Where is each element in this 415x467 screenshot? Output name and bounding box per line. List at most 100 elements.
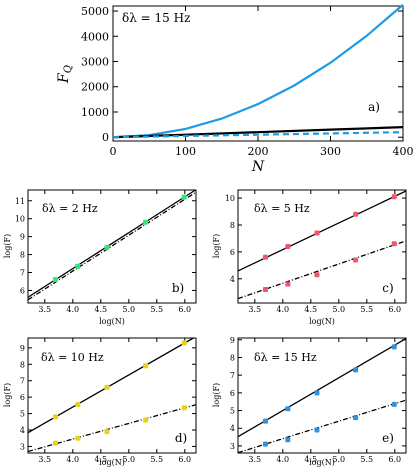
panel-d-data-point bbox=[143, 363, 149, 369]
panel-c-ytick-label: 10 bbox=[225, 194, 235, 203]
panel-a-xtick-label: 300 bbox=[320, 145, 341, 158]
panel-c-label: c) bbox=[382, 281, 393, 295]
panel-c-xlabel: log(N) bbox=[309, 317, 335, 326]
panel-b-xtick-label: 3.5 bbox=[38, 305, 51, 314]
panel-b-label: b) bbox=[172, 281, 184, 295]
panel-a-series-line-1 bbox=[112, 3, 404, 139]
panel-c-data-point bbox=[353, 211, 359, 217]
panel-c-xtick-label: 4.0 bbox=[276, 305, 289, 314]
panel-d-ytick-label: 3 bbox=[20, 442, 25, 451]
panel-c-data-point bbox=[314, 230, 320, 236]
panel-b-data-point bbox=[143, 219, 149, 225]
panel-b-ytick-label: 7 bbox=[20, 269, 25, 278]
panel-d-data-point bbox=[104, 384, 110, 390]
panel-a-xtick-label: 400 bbox=[393, 145, 414, 158]
panel-c-data-point bbox=[285, 281, 291, 287]
panel-c-ytick-label: 8 bbox=[230, 221, 235, 230]
panel-d-ylabel: log(F) bbox=[3, 383, 12, 407]
panel-e-data-point bbox=[314, 390, 320, 396]
panel-d-data-point bbox=[181, 340, 187, 346]
panel-e-ylabel: log(F) bbox=[212, 383, 221, 407]
panel-d-xtick-label: 5.5 bbox=[150, 455, 163, 464]
panel-e-data-point bbox=[285, 437, 291, 443]
panel-c-xtick-label: 3.5 bbox=[248, 305, 261, 314]
panel-e-ytick-label: 7 bbox=[230, 371, 235, 380]
panel-c-data-point bbox=[314, 272, 320, 278]
panel-e-data-point bbox=[353, 367, 359, 373]
panel-d-ytick-label: 6 bbox=[20, 393, 25, 402]
panel-a-series-line-3 bbox=[112, 131, 404, 139]
panel-c-xtick-label: 6.0 bbox=[388, 305, 401, 314]
panel-d-annotation: δλ = 10 Hz bbox=[41, 351, 104, 364]
panel-b-xtick-label: 5.0 bbox=[122, 305, 135, 314]
panel-e-data-point bbox=[314, 427, 320, 433]
panel-c-xtick-label: 4.5 bbox=[304, 305, 317, 314]
panel-e-xtick-label: 5.5 bbox=[360, 455, 373, 464]
panel-e-data-point bbox=[262, 418, 268, 424]
panel-e-frame bbox=[237, 337, 407, 454]
panel-a-label: a) bbox=[368, 100, 380, 114]
panel-e-xtick-label: 3.5 bbox=[248, 455, 261, 464]
panel-e-xtick-label: 6.0 bbox=[388, 455, 401, 464]
panel-a-xlabel: N bbox=[251, 159, 265, 175]
panel-e-annotation: δλ = 15 Hz bbox=[254, 351, 317, 364]
panel-d-data-point bbox=[181, 405, 187, 411]
panel-e-ytick-label: 5 bbox=[230, 407, 235, 416]
panel-d-ytick-label: 7 bbox=[20, 377, 25, 386]
panel-a-ytick-label: 2000 bbox=[81, 81, 109, 94]
panel-a-xtick-label: 200 bbox=[248, 145, 269, 158]
panel-c-ytick-label: 4 bbox=[230, 275, 235, 284]
panel-a-ytick-label: 4000 bbox=[81, 30, 109, 43]
panel-b-ytick-label: 8 bbox=[20, 251, 25, 260]
panel-b-xtick-label: 6.0 bbox=[178, 305, 191, 314]
panel-c-frame bbox=[237, 189, 407, 304]
panel-d-data-point bbox=[52, 414, 58, 420]
panel-b-ytick-label: 11 bbox=[15, 197, 25, 206]
panel-e-label: e) bbox=[382, 431, 394, 445]
panel-e-xtick-label: 4.0 bbox=[276, 455, 289, 464]
panel-e-data-point bbox=[391, 344, 397, 350]
panel-c-data-point bbox=[391, 194, 397, 200]
panel-d-fit-line-2 bbox=[27, 404, 197, 453]
panel-e-ytick-label: 6 bbox=[230, 389, 235, 398]
panel-c-data-point bbox=[353, 257, 359, 263]
panel-d-ytick-label: 5 bbox=[20, 410, 25, 419]
panel-e-xlabel: log(N) bbox=[309, 458, 335, 467]
panel-b-data-point bbox=[181, 194, 187, 200]
panel-e-ytick-label: 3 bbox=[230, 442, 235, 451]
panel-b-data-point bbox=[104, 244, 110, 250]
panel-b-data-point bbox=[75, 263, 81, 269]
panel-c-data-point bbox=[285, 244, 291, 249]
panel-e-data-point bbox=[353, 415, 359, 421]
panel-b-ytick-label: 9 bbox=[20, 233, 25, 242]
panel-c-ytick-label: 6 bbox=[230, 248, 235, 257]
panel-d-xtick-label: 3.5 bbox=[38, 455, 51, 464]
panel-a-ytick-label: 5000 bbox=[81, 5, 109, 18]
panel-e-ytick-label: 8 bbox=[230, 353, 235, 362]
panel-e-xtick-label: 5.0 bbox=[332, 455, 345, 464]
panel-a-ytick-label: 0 bbox=[102, 131, 109, 144]
panel-c-ylabel: log(F) bbox=[212, 234, 221, 258]
panel-d-ytick-label: 4 bbox=[20, 426, 25, 435]
panel-d-frame bbox=[27, 337, 197, 454]
panel-c-data-point bbox=[391, 241, 397, 247]
panel-a-frame bbox=[112, 5, 404, 142]
panel-a-xtick-label: 100 bbox=[175, 145, 196, 158]
panel-c-annotation: δλ = 5 Hz bbox=[254, 202, 310, 215]
panel-a-ytick-label: 3000 bbox=[81, 56, 109, 69]
panel-d-ytick-label: 8 bbox=[20, 360, 25, 369]
panel-e-data-point bbox=[285, 406, 291, 412]
panel-b-frame bbox=[27, 189, 197, 304]
panel-a-ytick-label: 1000 bbox=[81, 106, 109, 119]
panel-b-ytick-label: 6 bbox=[20, 286, 25, 295]
panel-b-xlabel: log(N) bbox=[99, 317, 125, 326]
panel-c-data-point bbox=[262, 254, 268, 260]
panel-a-ylabel: FQ bbox=[56, 65, 74, 84]
panel-b-annotation: δλ = 2 Hz bbox=[42, 202, 98, 215]
panel-e-ytick-label: 9 bbox=[230, 336, 235, 345]
panel-e-xtick-label: 4.5 bbox=[304, 455, 317, 464]
panel-d-xlabel: log(N) bbox=[99, 458, 125, 467]
